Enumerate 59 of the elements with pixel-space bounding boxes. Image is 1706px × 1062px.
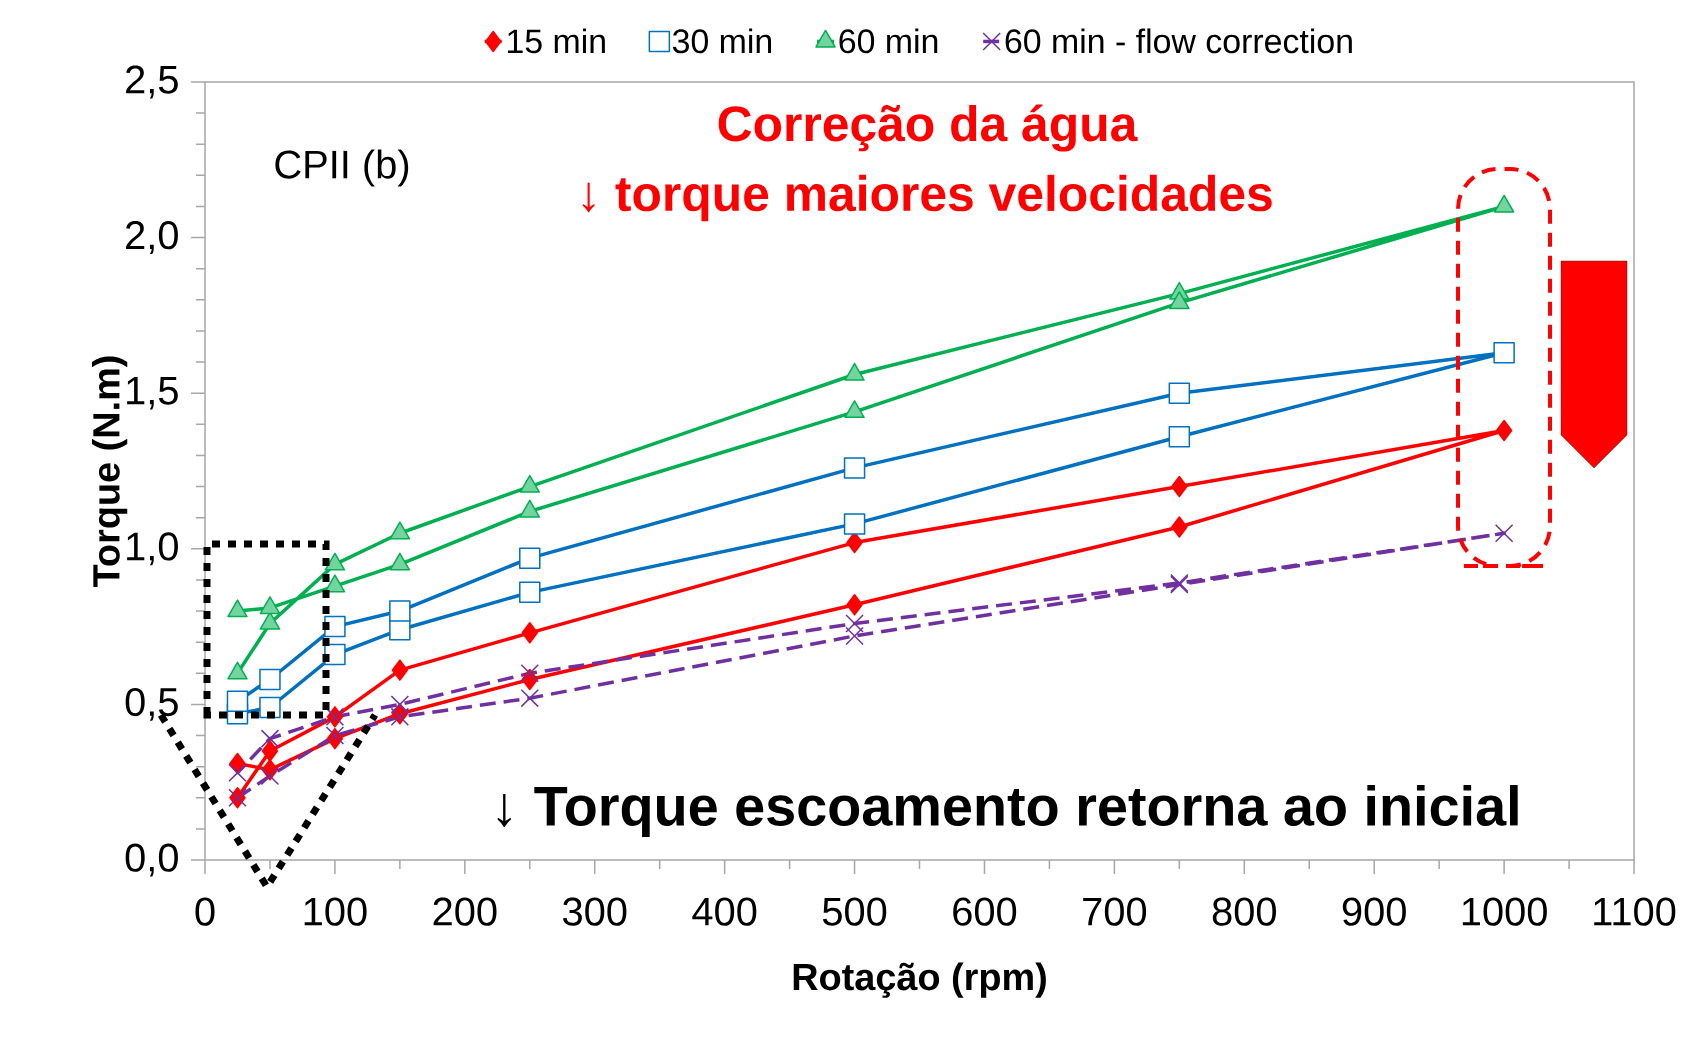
x-axis-title: Rotação (rpm) xyxy=(793,962,1046,998)
x-tick-label: 0 xyxy=(195,897,215,926)
point xyxy=(845,626,864,646)
point xyxy=(843,513,866,535)
legend-label: 15 min xyxy=(508,28,605,54)
point xyxy=(260,729,280,748)
point xyxy=(845,614,864,633)
point xyxy=(1494,524,1514,543)
point xyxy=(844,400,865,419)
x-tick-label: 700 xyxy=(1083,897,1147,926)
point xyxy=(261,740,279,762)
y-tick-label: 1,0 xyxy=(127,532,178,566)
x-tick-label: 300 xyxy=(563,897,627,926)
annotation: CPII (b) xyxy=(275,149,409,187)
x-tick-label: 600 xyxy=(953,897,1017,926)
point xyxy=(1171,475,1188,498)
y-tick-label: 2,0 xyxy=(126,221,178,255)
point xyxy=(228,763,247,783)
annotation: Correção da água xyxy=(718,104,1138,152)
legend-label: 30 min xyxy=(672,28,772,54)
point xyxy=(259,668,281,691)
x-tick-label: 100 xyxy=(304,897,367,926)
y-tick-label: 0,5 xyxy=(125,687,178,721)
x-tick-label: 500 xyxy=(822,897,887,926)
point xyxy=(519,581,541,604)
point xyxy=(520,688,540,708)
point xyxy=(391,659,409,681)
point xyxy=(520,664,540,683)
point xyxy=(1495,419,1513,442)
annotation: ↓ torque maiores velocidades xyxy=(582,174,1272,222)
point xyxy=(1168,426,1191,448)
point xyxy=(1168,382,1191,404)
point xyxy=(521,622,539,644)
point xyxy=(325,726,345,745)
annotation: ↓ Torque escoamento retorna ao inicial xyxy=(497,784,1518,837)
point xyxy=(389,600,411,622)
point xyxy=(843,457,866,479)
point xyxy=(390,695,410,714)
point xyxy=(390,707,410,727)
point xyxy=(1171,516,1188,538)
y-tick-label: 0,0 xyxy=(125,843,178,877)
y-tick-label: 2,5 xyxy=(126,65,178,99)
point xyxy=(1493,341,1515,364)
x-tick-label: 200 xyxy=(433,897,497,926)
point xyxy=(1169,291,1190,310)
point xyxy=(260,766,280,786)
point xyxy=(519,547,541,569)
y-tick-label: 1,5 xyxy=(127,376,178,410)
x-tick-label: 1000 xyxy=(1462,897,1547,926)
x-tick-label: 1100 xyxy=(1594,897,1676,926)
x-tick-label: 900 xyxy=(1342,897,1406,926)
x-tick-label: 800 xyxy=(1212,897,1276,926)
x-tick-label: 400 xyxy=(692,897,757,926)
point xyxy=(324,615,346,638)
legend-label: 60 min xyxy=(839,28,938,54)
point xyxy=(226,690,249,713)
legend-label: 60 min - flow correction xyxy=(1005,28,1352,54)
y-axis-title: Torque (N.m) xyxy=(91,356,128,587)
point xyxy=(846,594,863,616)
